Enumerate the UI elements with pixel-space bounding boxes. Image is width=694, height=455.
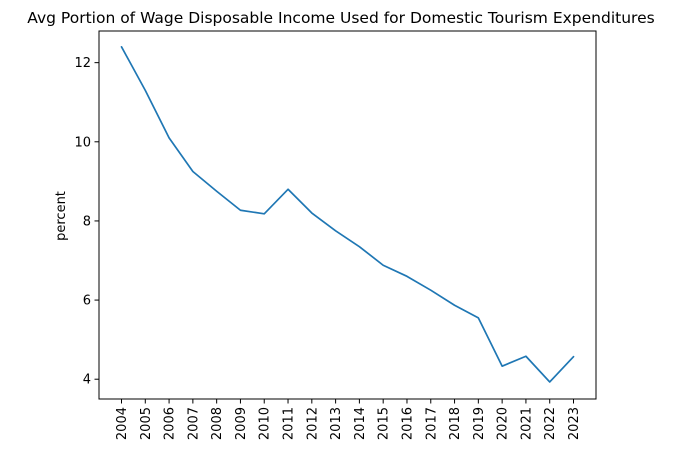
x-axis: 2004 2005 2006 2007 2008 2009 2010 2011 2012 2013…: [115, 399, 582, 440]
x-tick-label: 2023: [567, 407, 582, 440]
x-tick-label: 2016: [400, 407, 415, 440]
x-tick-label: 2012: [305, 407, 320, 440]
x-tick-label: 2011: [282, 407, 297, 440]
x-tick-label: 2017: [424, 407, 439, 440]
x-tick-label: 2005: [139, 407, 154, 440]
x-tick-label: 2008: [210, 407, 225, 440]
series-line: [120, 45, 575, 383]
chart-title: Avg Portion of Wage Disposable Income Us…: [27, 9, 654, 27]
x-tick-label: 2014: [353, 407, 368, 440]
x-tick-label: 2006: [163, 407, 178, 440]
y-axis: 4 6 8 10 12: [74, 56, 99, 388]
y-tick-label: 12: [74, 56, 91, 71]
y-axis-label: percent: [54, 191, 69, 241]
y-tick-label: 6: [83, 294, 91, 309]
x-tick-label: 2013: [329, 407, 344, 440]
y-tick-label: 8: [83, 214, 91, 229]
x-tick-label: 2009: [234, 407, 249, 440]
series-points: [121, 47, 573, 382]
x-tick-label: 2015: [377, 407, 392, 440]
x-tick-label: 2004: [115, 407, 130, 440]
x-tick-label: 2019: [472, 407, 487, 440]
x-tick-label: 2021: [519, 407, 534, 440]
y-tick-label: 4: [83, 373, 91, 388]
x-tick-label: 2018: [448, 407, 463, 440]
y-tick-label: 10: [74, 135, 91, 150]
plot-area-frame: [98, 30, 597, 400]
x-tick-label: 2022: [543, 407, 558, 440]
x-tick-label: 2020: [496, 407, 511, 440]
x-tick-label: 2007: [186, 407, 201, 440]
x-tick-label: 2010: [258, 407, 273, 440]
